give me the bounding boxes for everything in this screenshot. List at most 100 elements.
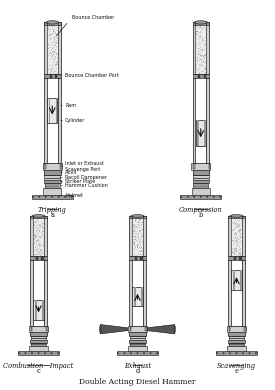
Point xyxy=(52,35,56,41)
Point xyxy=(235,252,240,258)
Point xyxy=(235,223,239,229)
Point xyxy=(55,61,59,67)
Point xyxy=(133,236,137,242)
Point xyxy=(138,251,142,257)
Ellipse shape xyxy=(216,353,218,354)
Point xyxy=(40,220,44,227)
Point xyxy=(131,230,135,236)
Point xyxy=(39,225,43,231)
Point xyxy=(37,243,41,249)
Text: Helmet: Helmet xyxy=(61,193,83,198)
Point xyxy=(197,68,202,74)
Bar xyxy=(55,74,57,78)
Bar xyxy=(192,78,209,163)
Point xyxy=(51,58,55,64)
Point xyxy=(236,236,241,242)
Point xyxy=(232,235,236,241)
Point xyxy=(35,238,40,245)
Ellipse shape xyxy=(242,353,244,354)
Point xyxy=(50,44,54,51)
Point xyxy=(51,41,56,48)
Point xyxy=(36,236,40,242)
Point xyxy=(35,243,39,249)
Point xyxy=(55,55,59,61)
Point xyxy=(52,35,56,42)
Point xyxy=(55,50,59,56)
Point xyxy=(194,62,199,68)
Point xyxy=(201,58,205,64)
Point xyxy=(140,226,145,232)
Point xyxy=(202,34,207,41)
Point xyxy=(203,51,207,58)
Point xyxy=(54,59,59,65)
Point xyxy=(38,234,43,241)
Point xyxy=(133,216,138,222)
Point xyxy=(234,234,238,241)
Point xyxy=(134,243,139,249)
Point xyxy=(201,41,206,47)
Ellipse shape xyxy=(255,353,257,354)
Point xyxy=(40,239,45,246)
Point xyxy=(232,241,236,247)
Point xyxy=(138,245,142,251)
Point xyxy=(232,226,236,232)
Point xyxy=(233,248,238,254)
Point xyxy=(136,215,140,221)
Point xyxy=(33,246,38,252)
Point xyxy=(51,50,55,56)
Point xyxy=(46,52,50,58)
Point xyxy=(32,232,37,238)
Point xyxy=(196,32,200,39)
Point xyxy=(232,246,237,252)
Point xyxy=(48,49,52,55)
Point xyxy=(136,219,141,225)
Point xyxy=(46,41,50,47)
Point xyxy=(51,69,55,75)
Point xyxy=(35,229,40,236)
Point xyxy=(38,252,42,258)
Point xyxy=(52,48,56,54)
Point xyxy=(40,223,44,229)
Point xyxy=(53,49,57,55)
Point xyxy=(37,228,42,234)
Ellipse shape xyxy=(174,326,175,333)
Point xyxy=(53,61,57,67)
Ellipse shape xyxy=(25,353,26,354)
Text: Ram: Ram xyxy=(61,103,76,108)
Point xyxy=(33,232,37,238)
Point xyxy=(131,229,136,235)
Point xyxy=(200,62,204,68)
Point xyxy=(197,22,202,28)
Bar xyxy=(228,216,245,218)
Point xyxy=(139,221,143,227)
Point xyxy=(134,230,138,236)
Point xyxy=(137,238,142,245)
Point xyxy=(140,245,144,251)
Point xyxy=(48,39,53,46)
Point xyxy=(37,238,41,244)
Point xyxy=(201,53,205,59)
Point xyxy=(234,239,239,245)
Point xyxy=(37,227,41,233)
Point xyxy=(230,227,234,233)
Point xyxy=(198,32,203,38)
Point xyxy=(53,43,57,49)
Point xyxy=(234,214,239,220)
Point xyxy=(135,241,139,247)
Point xyxy=(34,238,39,245)
Bar xyxy=(192,74,209,78)
Point xyxy=(131,239,135,245)
Point xyxy=(46,32,51,38)
Point xyxy=(131,232,135,239)
Point xyxy=(200,57,204,64)
Bar xyxy=(141,287,143,307)
Point xyxy=(35,230,40,236)
Point xyxy=(197,40,201,46)
Point xyxy=(47,31,51,37)
Bar xyxy=(228,256,245,260)
Point xyxy=(200,24,205,30)
Bar xyxy=(204,121,206,146)
Bar xyxy=(240,270,242,290)
Ellipse shape xyxy=(229,353,231,354)
Bar xyxy=(129,340,146,343)
